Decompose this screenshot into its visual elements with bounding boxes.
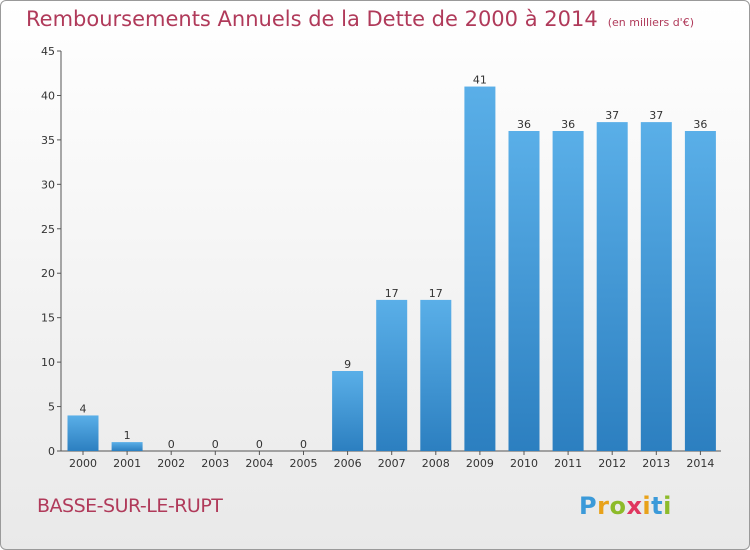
logo-letter: t bbox=[651, 492, 664, 520]
x-tick-label: 2002 bbox=[157, 457, 185, 470]
y-tick-label: 30 bbox=[41, 178, 55, 191]
chart-subtitle: (en milliers d'€) bbox=[607, 16, 694, 29]
logo-letter: o bbox=[609, 492, 627, 520]
data-label: 37 bbox=[605, 109, 619, 122]
data-label: 41 bbox=[473, 74, 487, 87]
bars bbox=[67, 86, 716, 452]
x-tick-label: 2009 bbox=[466, 457, 494, 470]
y-tick-label: 40 bbox=[41, 89, 55, 102]
x-tick-label: 2007 bbox=[378, 457, 406, 470]
logo-letter: x bbox=[626, 492, 643, 520]
bar bbox=[684, 131, 716, 451]
data-label: 17 bbox=[429, 287, 443, 300]
y-tick-label: 45 bbox=[41, 45, 55, 58]
x-tick-label: 2000 bbox=[69, 457, 97, 470]
logo-letter: P bbox=[579, 492, 598, 520]
y-tick-label: 25 bbox=[41, 223, 55, 236]
data-label: 9 bbox=[344, 358, 351, 371]
bar bbox=[596, 122, 628, 451]
y-tick-label: 20 bbox=[41, 267, 55, 280]
data-label: 37 bbox=[649, 109, 663, 122]
bar bbox=[508, 131, 540, 451]
x-tick-label: 2012 bbox=[598, 457, 626, 470]
data-label: 17 bbox=[385, 287, 399, 300]
y-tick-label: 5 bbox=[48, 401, 55, 414]
x-tick-label: 2011 bbox=[554, 457, 582, 470]
x-tick-label: 2001 bbox=[113, 457, 141, 470]
bar bbox=[376, 299, 408, 451]
x-tick-label: 2014 bbox=[686, 457, 714, 470]
logo-letter: i bbox=[663, 492, 672, 520]
chart-title: Remboursements Annuels de la Dette de 20… bbox=[26, 7, 598, 31]
logo-letter: i bbox=[642, 492, 652, 520]
x-tick-label: 2008 bbox=[422, 457, 450, 470]
commune-name: BASSE-SUR-LE-RUPT bbox=[37, 495, 223, 517]
bar bbox=[464, 86, 496, 452]
data-label: 0 bbox=[212, 438, 219, 451]
y-tick-label: 10 bbox=[41, 356, 55, 369]
x-tick-label: 2003 bbox=[201, 457, 229, 470]
logo-letter: r bbox=[597, 492, 610, 520]
bar bbox=[420, 299, 452, 451]
x-tick-label: 2004 bbox=[245, 457, 273, 470]
x-tick-label: 2013 bbox=[642, 457, 670, 470]
title-block: Remboursements Annuels de la Dette de 20… bbox=[26, 7, 694, 31]
data-label: 4 bbox=[80, 402, 87, 415]
bar bbox=[640, 122, 672, 451]
proxiti-logo: Proxiti bbox=[579, 492, 672, 520]
data-label: 0 bbox=[300, 438, 307, 451]
data-label: 36 bbox=[517, 118, 531, 131]
x-tick-label: 2005 bbox=[290, 457, 318, 470]
data-label: 0 bbox=[168, 438, 175, 451]
data-label: 1 bbox=[124, 429, 131, 442]
bar bbox=[552, 131, 584, 451]
data-label: 0 bbox=[256, 438, 263, 451]
data-label: 36 bbox=[561, 118, 575, 131]
bar bbox=[111, 442, 143, 451]
data-label: 36 bbox=[693, 118, 707, 131]
y-tick-label: 0 bbox=[48, 445, 55, 458]
x-tick-label: 2010 bbox=[510, 457, 538, 470]
y-tick-label: 35 bbox=[41, 134, 55, 147]
bar bbox=[67, 415, 99, 451]
bar bbox=[332, 371, 364, 451]
y-tick-label: 15 bbox=[41, 312, 55, 325]
x-tick-label: 2006 bbox=[334, 457, 362, 470]
